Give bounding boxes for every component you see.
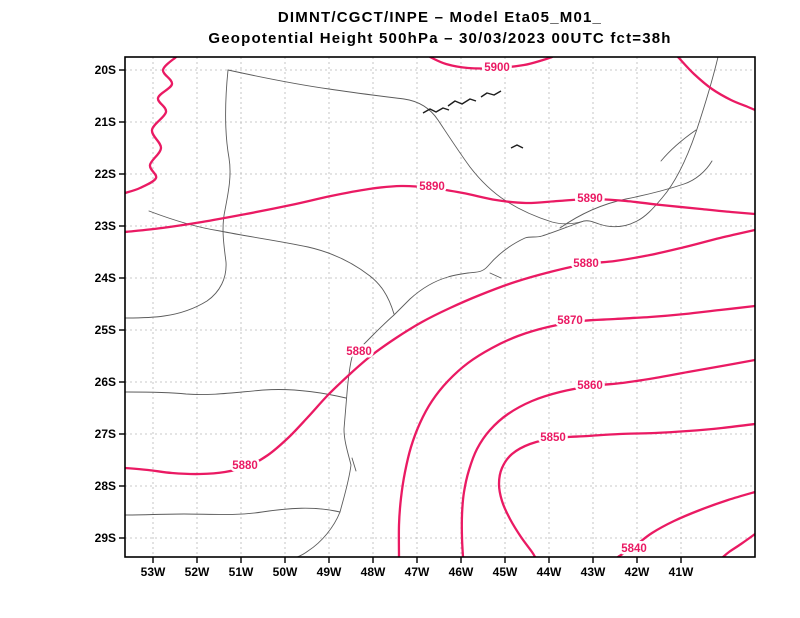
state-border-parana-river <box>125 69 231 319</box>
x-tick-label: 44W <box>537 565 562 579</box>
contour-label-5900: 5900 <box>484 62 510 74</box>
y-tick-label: 29S <box>95 531 116 545</box>
contour-label-5870: 5870 <box>557 315 583 327</box>
state-border-rio-grande <box>227 69 585 225</box>
y-tick-label: 21S <box>95 115 116 129</box>
grid-layer <box>125 57 755 557</box>
y-tick-label: 28S <box>95 479 116 493</box>
y-tick-label: 20S <box>95 63 116 77</box>
x-tick-label: 42W <box>625 565 650 579</box>
plot-frame <box>124 56 756 558</box>
reservoir-icon <box>422 107 450 114</box>
contour-label-5860: 5860 <box>577 380 603 392</box>
coastline <box>296 57 719 557</box>
contour-layer <box>125 57 755 557</box>
state-border-pr-sc <box>125 389 347 399</box>
contour-label-5880: 5880 <box>573 258 599 270</box>
contour-label-5850: 5850 <box>540 432 566 444</box>
island-ilhabela <box>489 272 502 279</box>
contour-line-5840 <box>616 490 755 557</box>
x-tick-label: 47W <box>405 565 430 579</box>
reservoirs <box>422 90 524 149</box>
x-tick-label: 45W <box>493 565 518 579</box>
state-border-mg-rj <box>559 160 713 229</box>
y-tick-label: 26S <box>95 375 116 389</box>
reservoir-icon <box>447 98 477 107</box>
y-tick-label: 23S <box>95 219 116 233</box>
contour-line-5870 <box>397 304 755 557</box>
x-tick-label: 51W <box>229 565 254 579</box>
chart-subtitle: Geopotential Height 500hPa – 30/03/2023 … <box>208 30 671 47</box>
geography-layer <box>125 57 719 557</box>
reservoir-icon <box>510 144 524 149</box>
chart-title: DIMNT/CGCT/INPE – Model Eta05_M01_ <box>278 9 602 26</box>
contour-line-5860 <box>460 358 755 557</box>
y-tick-label: 25S <box>95 323 116 337</box>
contour-label-5880: 5880 <box>232 460 258 472</box>
x-tick-label: 52W <box>185 565 210 579</box>
y-tick-label: 24S <box>95 271 116 285</box>
x-tick-label: 41W <box>669 565 694 579</box>
y-tick-label: 27S <box>95 427 116 441</box>
contour-line-5900 <box>676 57 755 112</box>
contour-label-5890: 5890 <box>577 193 603 205</box>
contour-line-5890 <box>125 184 755 234</box>
y-tick-label: 22S <box>95 167 116 181</box>
reservoir-icon <box>480 90 502 98</box>
contour-label-5840: 5840 <box>621 543 647 555</box>
contour-line-5850 <box>497 422 755 557</box>
x-tick-label: 50W <box>273 565 298 579</box>
contour-label-layer: 5900 5890 5890 5880 5880 5880 5870 5860 5850 5840 <box>230 60 650 558</box>
contour-label-5890: 5890 <box>419 181 445 193</box>
x-tick-label: 43W <box>581 565 606 579</box>
axis-layer: 53W 52W 51W 50W 49W 48W 47W 46W 45W 44W 43W 42W 41W 2… <box>95 63 694 579</box>
x-tick-label: 53W <box>141 565 166 579</box>
contour-line-5900 <box>428 57 554 70</box>
contour-label-5880: 5880 <box>346 346 372 358</box>
island-florianopolis <box>351 457 357 472</box>
contour-line-5840 <box>721 532 755 557</box>
x-tick-label: 49W <box>317 565 342 579</box>
contour-line-5900 <box>125 57 178 195</box>
state-border-sc-rs <box>125 507 341 516</box>
state-border-paranapanema <box>148 210 395 315</box>
x-tick-label: 46W <box>449 565 474 579</box>
x-tick-label: 48W <box>361 565 386 579</box>
state-border-mg-es <box>660 129 697 162</box>
contour-line-5880 <box>125 228 755 476</box>
